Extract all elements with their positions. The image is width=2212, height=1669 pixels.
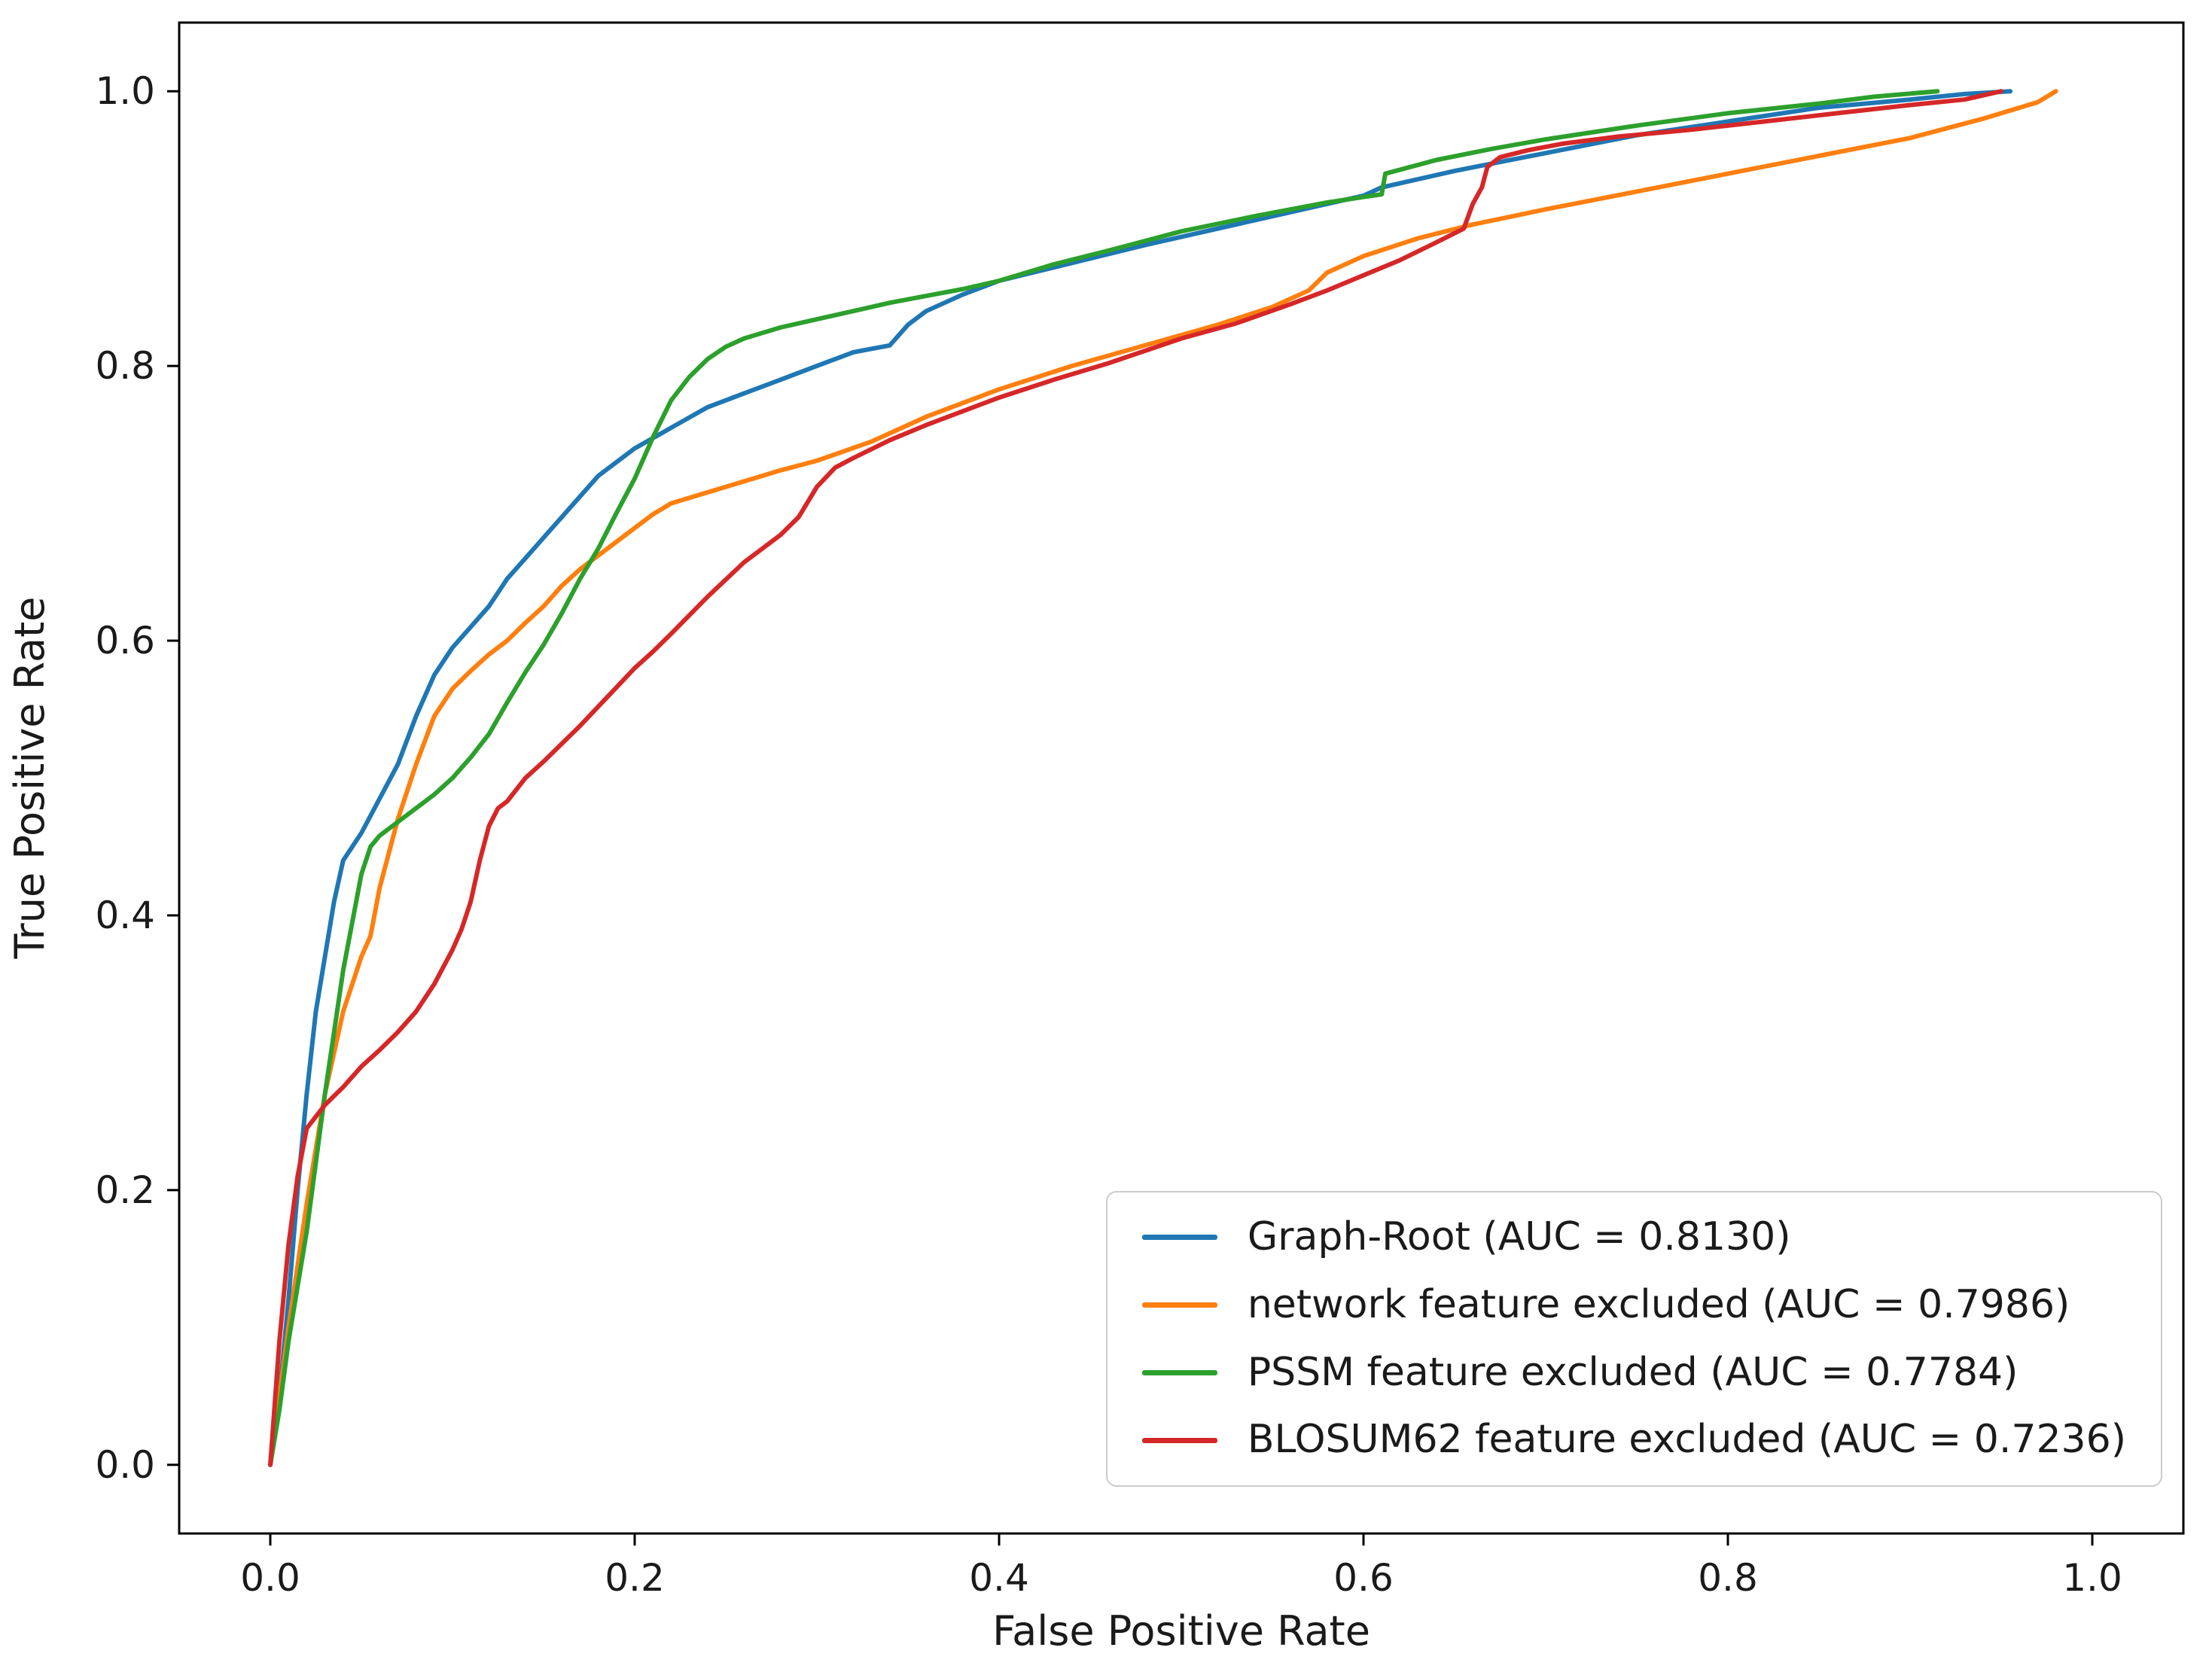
legend-label: PSSM feature excluded (AUC = 0.7784) [1247,1349,2019,1395]
chart-legend: Graph-Root (AUC = 0.8130) network feature… [1105,1191,2162,1488]
y-axis-label: True Positive Rate [6,596,53,959]
x-tick-label: 0.8 [1698,1556,1758,1600]
plot-frame [178,21,2185,1535]
y-tick-label: 0.0 [95,1443,155,1487]
legend-line-swatch [1141,1235,1217,1241]
roc-curve-pssm-excluded [268,89,1940,1467]
legend-item-network-excluded: network feature excluded (AUC = 0.7986) [1141,1281,2126,1328]
legend-label: Graph-Root (AUC = 0.8130) [1247,1214,1791,1259]
legend-label: BLOSUM62 feature excluded (AUC = 0.7236) [1247,1417,2126,1463]
y-tick-label: 0.6 [95,619,155,662]
legend-line-swatch [1141,1437,1217,1443]
roc-curve-blosum62-excluded [268,89,2003,1467]
legend-item-pssm-excluded: PSSM feature excluded (AUC = 0.7784) [1141,1349,2126,1396]
legend-line-swatch [1141,1369,1217,1375]
y-tick-label: 1.0 [95,69,155,113]
legend-item-blosum62-excluded: BLOSUM62 feature excluded (AUC = 0.7236) [1141,1417,2126,1463]
legend-line-swatch [1141,1302,1217,1308]
x-tick-label: 1.0 [2062,1556,2122,1600]
legend-label: network feature excluded (AUC = 0.7986) [1247,1281,2070,1327]
x-tick-label: 0.0 [240,1556,300,1600]
x-tick-label: 0.2 [605,1556,665,1600]
y-tick-label: 0.8 [95,344,155,388]
roc-curve-network-excluded [268,89,2058,1467]
y-tick-label: 0.2 [95,1168,155,1212]
x-tick-label: 0.4 [969,1556,1029,1600]
y-tick-label: 0.4 [95,894,155,937]
x-tick-label: 0.6 [1333,1556,1394,1600]
legend-item-graph-root: Graph-Root (AUC = 0.8130) [1141,1214,2126,1260]
x-axis-label: False Positive Rate [992,1607,1370,1655]
